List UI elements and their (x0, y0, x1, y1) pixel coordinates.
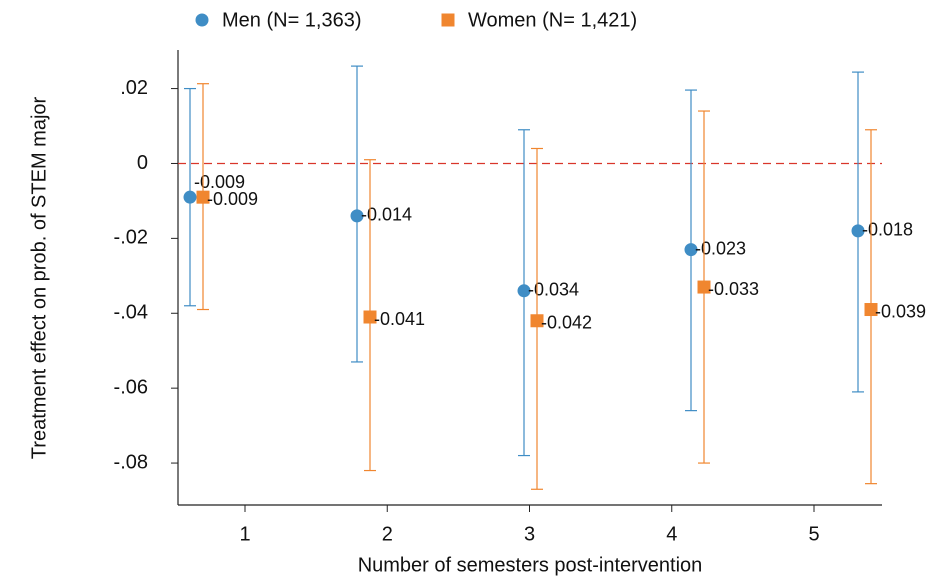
x-tick-label: 2 (382, 523, 393, 545)
point (684, 243, 698, 257)
point (864, 303, 878, 317)
y-tick-label: -.08 (114, 451, 148, 473)
value-label: -0.018 (862, 220, 913, 240)
y-tick-label: -.02 (114, 227, 148, 249)
point (363, 310, 377, 324)
value-label: -0.014 (361, 205, 412, 225)
value-label: -0.042 (541, 313, 592, 333)
legend-marker (195, 13, 209, 27)
legend-label: Women (N= 1,421) (468, 9, 637, 31)
y-tick-label: .02 (120, 77, 148, 99)
value-label: -0.041 (374, 309, 425, 329)
y-tick-label: -.04 (114, 302, 148, 324)
x-axis-title: Number of semesters post-intervention (358, 554, 703, 576)
x-tick-label: 1 (239, 523, 250, 545)
value-label: -0.034 (528, 280, 579, 300)
point (196, 190, 210, 204)
legend-label: Men (N= 1,363) (222, 9, 362, 31)
point (530, 314, 544, 328)
legend-marker (441, 13, 455, 27)
value-label: -0.033 (708, 279, 759, 299)
value-label: -0.009 (207, 189, 258, 209)
value-label: -0.039 (875, 301, 926, 321)
y-tick-label: -.06 (114, 376, 148, 398)
x-tick-label: 3 (524, 523, 535, 545)
point (851, 224, 865, 238)
x-tick-label: 4 (666, 523, 677, 545)
y-tick-label: 0 (137, 152, 148, 174)
point (350, 209, 364, 223)
point (697, 280, 711, 294)
y-axis-title: Treatment effect on prob. of STEM major (28, 96, 50, 459)
value-label: -0.023 (695, 238, 746, 258)
point (517, 284, 531, 298)
value-label: -0.009 (194, 172, 245, 192)
point (183, 190, 197, 204)
x-tick-label: 5 (808, 523, 819, 545)
